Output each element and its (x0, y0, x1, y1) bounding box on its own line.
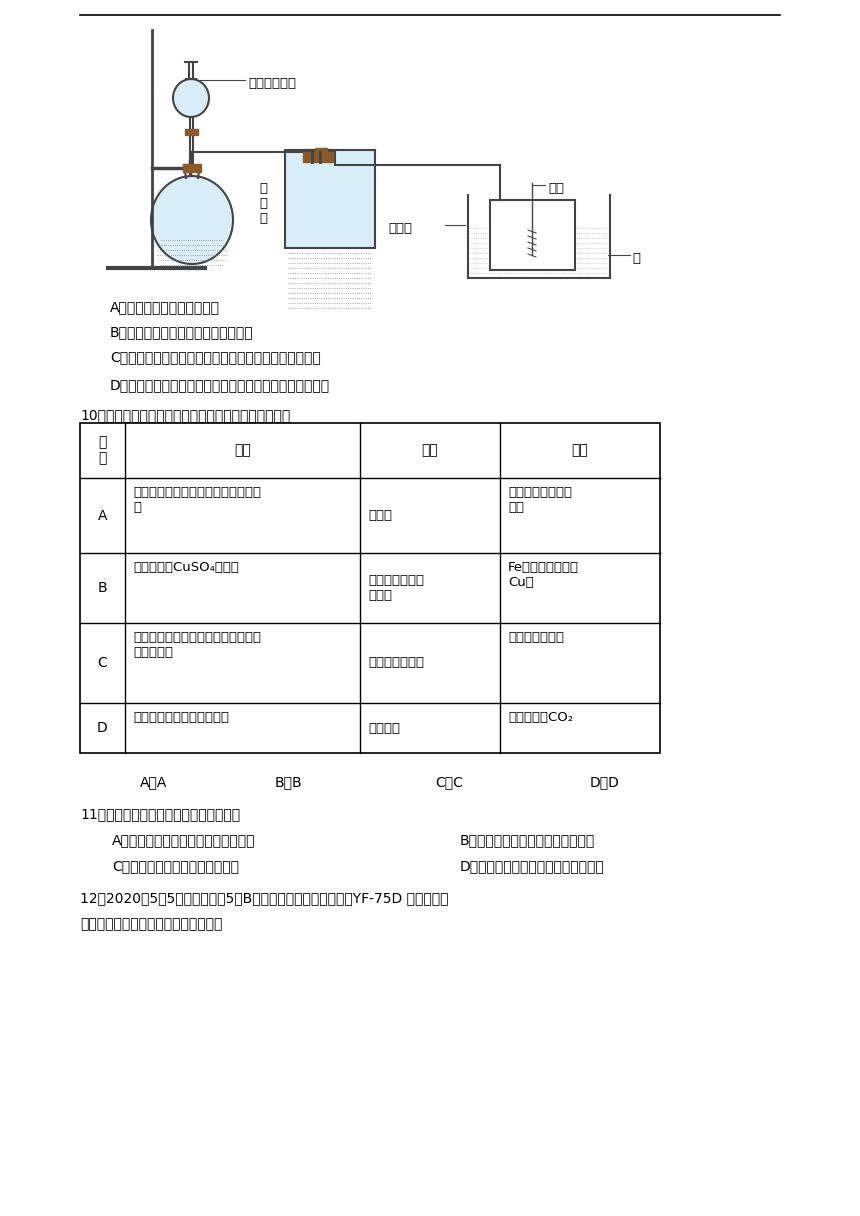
Text: A．氧气无须提前制备和收集: A．氧气无须提前制备和收集 (110, 300, 220, 314)
Text: B．B: B．B (275, 775, 303, 789)
Text: 将燃着的木条伸入集气瓶中: 将燃着的木条伸入集气瓶中 (133, 711, 229, 724)
Text: C: C (98, 655, 108, 670)
Text: 塑料瓶: 塑料瓶 (388, 223, 412, 235)
Text: 铁钉表面析出红
色物质: 铁钉表面析出红 色物质 (368, 574, 424, 602)
Text: 10．根据下列实验操作和现象所得到的结论，正确的是: 10．根据下列实验操作和现象所得到的结论，正确的是 (80, 409, 291, 422)
Text: A．A: A．A (140, 775, 168, 789)
Text: D．D: D．D (590, 775, 620, 789)
Text: 瓶中气体为CO₂: 瓶中气体为CO₂ (508, 711, 573, 724)
Text: 浓
硫
酸: 浓 硫 酸 (259, 182, 267, 225)
Text: 点燃某气体，在火焰上方罩一个冷而
干燥的烧杯: 点燃某气体，在火焰上方罩一个冷而 干燥的烧杯 (133, 631, 261, 659)
Text: 操作: 操作 (234, 444, 251, 457)
Ellipse shape (151, 176, 233, 264)
Text: Fe的金属活动性比
Cu强: Fe的金属活动性比 Cu强 (508, 561, 579, 589)
Text: A: A (98, 508, 108, 523)
Text: 12．2020年5月5日，我国长征5号B火箭空间站阶段首飞成功，YF-75D 氢氧发动机: 12．2020年5月5日，我国长征5号B火箭空间站阶段首飞成功，YF-75D 氢… (80, 891, 449, 905)
Text: 现象: 现象 (421, 444, 439, 457)
Text: 将铁钉放入CuSO₄溶液中: 将铁钉放入CuSO₄溶液中 (133, 561, 239, 574)
Text: 11．下列有关物质用途的说法不正确的是: 11．下列有关物质用途的说法不正确的是 (80, 807, 240, 821)
Text: 氢氧化钠溶液没有
变质: 氢氧化钠溶液没有 变质 (508, 486, 572, 514)
Text: C．金刚石镶在刀柄上用来裁玻璃: C．金刚石镶在刀柄上用来裁玻璃 (112, 858, 239, 873)
Text: 结论: 结论 (572, 444, 588, 457)
Bar (490, 199, 575, 270)
Text: 烧杯内壁有白雾: 烧杯内壁有白雾 (368, 657, 424, 670)
Text: B．石灰石可用作袋装食品的干燥剂: B．石灰石可用作袋装食品的干燥剂 (460, 833, 595, 848)
Text: 水: 水 (632, 252, 640, 265)
Bar (285, 150, 375, 248)
Text: 向久置的氢氧化钠溶液中滴入酚酞溶
液: 向久置的氢氧化钠溶液中滴入酚酞溶 液 (133, 486, 261, 514)
Bar (315, 148, 327, 156)
Bar (303, 152, 333, 162)
Text: 过氧化氢溶液: 过氧化氢溶液 (248, 77, 296, 90)
Text: 铁丝: 铁丝 (548, 182, 564, 195)
Text: C．该装置也可用于二氧化碳和氢气的制备、干燥和检验: C．该装置也可用于二氧化碳和氢气的制备、干燥和检验 (110, 350, 321, 364)
Text: 该可燃气为氢气: 该可燃气为氢气 (508, 631, 564, 644)
Text: 选
项: 选 项 (98, 435, 107, 466)
Text: B: B (98, 581, 108, 595)
Bar (80, 423, 660, 753)
Text: 变红色: 变红色 (368, 510, 392, 522)
Text: C．C: C．C (435, 775, 463, 789)
Text: D: D (97, 721, 108, 734)
Text: B．用塑料瓶代替集气瓶，实验更安全: B．用塑料瓶代替集气瓶，实验更安全 (110, 325, 254, 339)
Bar (183, 164, 201, 171)
Text: 为其提供部分动力，下列叙述错误的是: 为其提供部分动力，下列叙述错误的是 (80, 917, 223, 931)
Ellipse shape (173, 79, 209, 117)
Bar (185, 129, 198, 135)
Text: D．不锈钢材料可用于制作外科手术刀: D．不锈钢材料可用于制作外科手术刀 (460, 858, 605, 873)
Text: A．聚氯乙烯塑料可用于导线的绝缘层: A．聚氯乙烯塑料可用于导线的绝缘层 (112, 833, 255, 848)
Text: 木条熄灭: 木条熄灭 (368, 721, 400, 734)
Text: D．铁丝在氧气中剧烈燃烧，发出黄色火焰，产生黑色固体: D．铁丝在氧气中剧烈燃烧，发出黄色火焰，产生黑色固体 (110, 378, 330, 392)
